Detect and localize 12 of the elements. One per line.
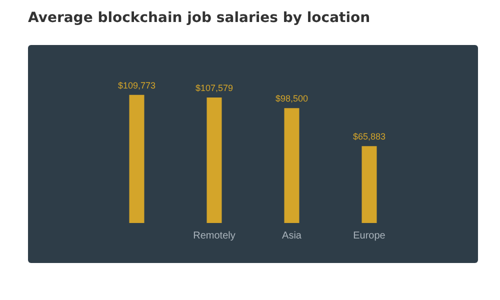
bar xyxy=(206,97,222,223)
x-tick-label: Asia xyxy=(282,230,302,242)
bar xyxy=(362,146,377,223)
data-label: $65,883 xyxy=(352,132,386,142)
data-label: $107,579 xyxy=(195,82,234,93)
chart-title: Average blockchain job salaries by location xyxy=(28,10,370,26)
x-tick-label: Remotely xyxy=(193,230,236,242)
x-tick-label: Europe xyxy=(353,230,386,242)
data-label: $109,773 xyxy=(118,80,156,90)
bar xyxy=(129,94,144,223)
data-label: $98,500 xyxy=(275,94,308,104)
bar xyxy=(284,108,300,223)
